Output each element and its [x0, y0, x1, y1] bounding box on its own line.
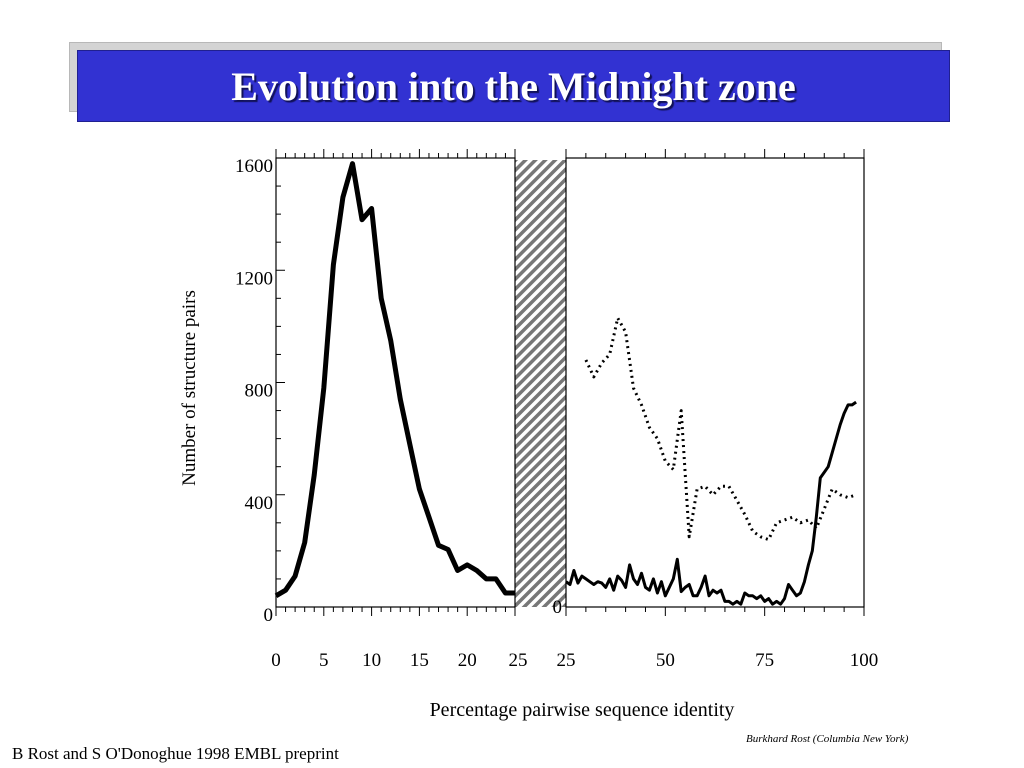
series-line-1-0: [584, 316, 857, 542]
y-tick-label: 800: [245, 381, 274, 402]
y-tick-label: 1600: [235, 156, 273, 177]
y-tick-label-right: 0: [553, 597, 563, 618]
series-line-1-1: [565, 400, 857, 606]
x-tick-label: 100: [850, 650, 879, 671]
x-tick-label: 0: [271, 650, 281, 671]
y-axis-label: Number of structure pairs: [179, 290, 200, 486]
y-tick-label: 0: [264, 605, 274, 626]
series-line-0-0: [274, 161, 515, 598]
x-tick-label: 75: [755, 650, 774, 671]
y-tick-label: 1200: [235, 268, 273, 289]
x-tick-label: 50: [656, 650, 675, 671]
y-tick-label: 400: [245, 493, 274, 514]
x-tick-label: 25: [557, 650, 576, 671]
x-tick-label: 5: [319, 650, 329, 671]
slide-title: Evolution into the Midnight zone: [231, 63, 796, 109]
x-tick-label: 20: [458, 650, 477, 671]
panel-frame-1: [565, 157, 865, 608]
x-axis-label: Percentage pairwise sequence identity: [429, 699, 735, 721]
x-tick-label: 15: [410, 650, 429, 671]
x-tick-label: 10: [362, 650, 381, 671]
footer-author: Burkhard Rost (Columbia New York): [746, 733, 909, 745]
axis-break-hatch: [515, 160, 566, 607]
title-banner: Evolution into the Midnight zone: [77, 50, 950, 122]
footer-citation: B Rost and S O'Donoghue 1998 EMBL prepri…: [12, 744, 339, 763]
x-tick-label: 25: [509, 650, 528, 671]
